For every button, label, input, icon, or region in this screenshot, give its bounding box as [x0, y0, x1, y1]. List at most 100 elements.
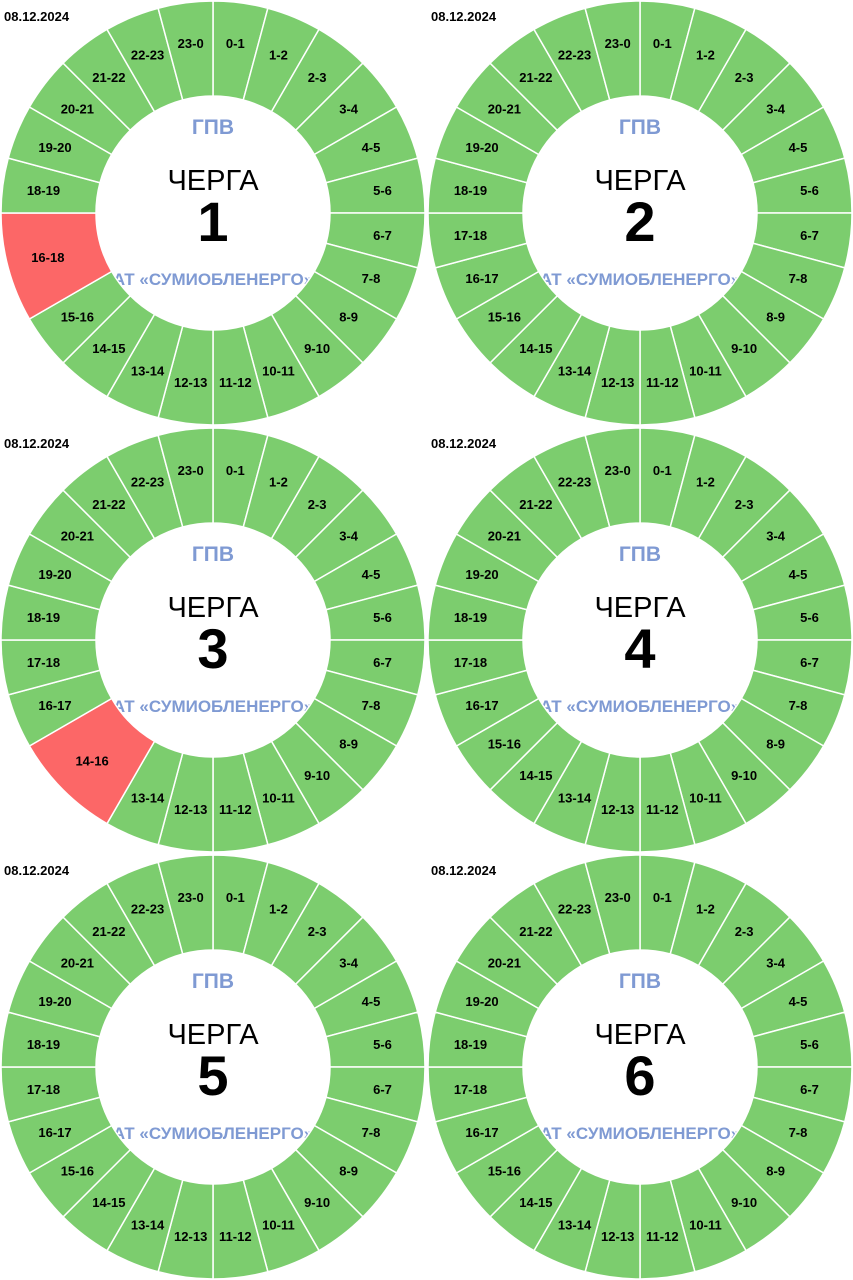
grid-label: ГПВ	[192, 116, 234, 139]
segment-label: 12-13	[601, 375, 634, 390]
segment-label: 15-16	[488, 1164, 521, 1179]
segment-label: 17-18	[27, 655, 60, 670]
company-name: АТ «СУМИОБЛЕНЕРГО»	[540, 270, 740, 289]
segment-label: 23-0	[605, 463, 631, 478]
segment-23-0-on	[157, 854, 214, 955]
segment-label: 1-2	[696, 48, 715, 63]
segment-label: 1-2	[269, 48, 288, 63]
segment-label: 15-16	[61, 1164, 94, 1179]
segment-label: 10-11	[262, 790, 295, 805]
segment-label: 9-10	[731, 768, 757, 783]
segment-label: 8-9	[339, 737, 358, 752]
queue-number: 3	[197, 617, 228, 680]
grid-label: ГПВ	[192, 970, 234, 993]
segment-label: 23-0	[605, 890, 631, 905]
grid-label: ГПВ	[619, 970, 661, 993]
queue-number: 2	[624, 190, 655, 253]
segment-label: 11-12	[219, 1229, 252, 1244]
segment-label: 7-8	[789, 271, 808, 286]
segment-label: 0-1	[226, 890, 245, 905]
segment-label: 7-8	[789, 698, 808, 713]
queue-title: ЧЕРГА	[167, 165, 259, 197]
queue-number: 5	[197, 1044, 228, 1107]
schedule-date: 08.12.2024	[4, 436, 70, 451]
segment-label: 17-18	[454, 228, 487, 243]
segment-label: 20-21	[488, 528, 521, 543]
segment-label: 14-15	[519, 341, 552, 356]
segment-label: 19-20	[465, 140, 498, 155]
segment-label: 0-1	[653, 890, 672, 905]
schedule-date: 08.12.2024	[4, 9, 70, 24]
segment-label: 13-14	[131, 363, 165, 378]
segment-label: 19-20	[465, 567, 498, 582]
segment-label: 22-23	[558, 48, 591, 63]
segment-label: 7-8	[362, 698, 381, 713]
segment-label: 14-15	[519, 1195, 552, 1210]
segment-label: 15-16	[61, 310, 94, 325]
segment-label: 4-5	[362, 994, 381, 1009]
segment-label: 4-5	[789, 567, 808, 582]
segment-label: 4-5	[789, 994, 808, 1009]
segment-23-0-on	[584, 854, 641, 955]
queue-number: 6	[624, 1044, 655, 1107]
segment-23-0-on	[157, 427, 214, 528]
segment-label: 11-12	[646, 1229, 679, 1244]
segment-label: 7-8	[362, 271, 381, 286]
segment-label: 2-3	[735, 497, 754, 512]
segment-label: 12-13	[174, 375, 207, 390]
segment-label: 8-9	[766, 1164, 785, 1179]
schedule-date: 08.12.2024	[431, 436, 497, 451]
segment-label: 11-12	[219, 802, 252, 817]
segment-label: 21-22	[92, 924, 125, 939]
segment-label: 23-0	[178, 890, 204, 905]
segment-label: 20-21	[488, 101, 521, 116]
segment-label: 13-14	[558, 1217, 592, 1232]
segment-label: 3-4	[766, 101, 786, 116]
segment-label: 23-0	[178, 463, 204, 478]
queue-title: ЧЕРГА	[594, 592, 686, 624]
segment-label: 11-12	[646, 802, 679, 817]
queue-title: ЧЕРГА	[594, 165, 686, 197]
segment-label: 20-21	[61, 101, 94, 116]
segment-label: 21-22	[519, 497, 552, 512]
segment-label: 21-22	[519, 70, 552, 85]
segment-label: 21-22	[92, 497, 125, 512]
segment-label: 1-2	[269, 902, 288, 917]
segment-label: 21-22	[92, 70, 125, 85]
segment-label: 16-17	[465, 271, 498, 286]
segment-label: 0-1	[226, 463, 245, 478]
segment-label: 17-18	[454, 1082, 487, 1097]
segment-label: 16-17	[38, 1125, 71, 1140]
company-name: АТ «СУМИОБЛЕНЕРГО»	[113, 270, 313, 289]
segment-label: 2-3	[308, 70, 327, 85]
segment-label: 6-7	[373, 655, 392, 670]
segment-label: 18-19	[27, 610, 60, 625]
segment-label: 22-23	[131, 475, 164, 490]
segment-label: 14-16	[75, 753, 108, 768]
segment-label: 13-14	[558, 363, 592, 378]
segment-label: 19-20	[38, 994, 71, 1009]
segment-label: 8-9	[766, 310, 785, 325]
segment-label: 17-18	[27, 1082, 60, 1097]
segment-label: 12-13	[174, 1229, 207, 1244]
grid-label: ГПВ	[192, 543, 234, 566]
segment-label: 9-10	[304, 341, 330, 356]
segment-label: 14-15	[92, 1195, 125, 1210]
segment-label: 23-0	[605, 36, 631, 51]
segment-label: 3-4	[339, 101, 359, 116]
queue-title: ЧЕРГА	[594, 1019, 686, 1051]
segment-label: 20-21	[61, 955, 94, 970]
segment-label: 22-23	[558, 902, 591, 917]
segment-label: 18-19	[27, 183, 60, 198]
segment-label: 17-18	[454, 655, 487, 670]
grid-label: ГПВ	[619, 116, 661, 139]
segment-label: 15-16	[488, 310, 521, 325]
segment-label: 20-21	[61, 528, 94, 543]
segment-label: 5-6	[373, 610, 392, 625]
segment-label: 16-17	[465, 698, 498, 713]
segment-label: 21-22	[519, 924, 552, 939]
segment-label: 4-5	[362, 140, 381, 155]
